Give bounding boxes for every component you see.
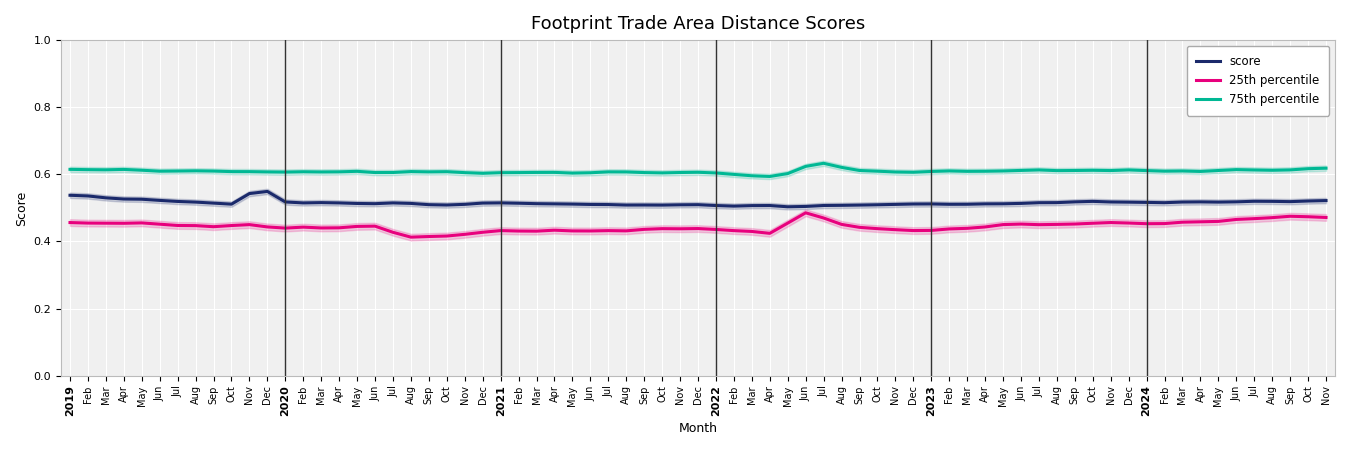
score (62, 193, 78, 198)
75th percentile (242, 169, 258, 174)
Line: 75th percentile: 75th percentile (70, 163, 1326, 176)
score (1228, 199, 1245, 205)
25th percentile (62, 220, 78, 225)
25th percentile (798, 210, 814, 216)
25th percentile (1282, 214, 1299, 219)
25th percentile (690, 226, 706, 231)
75th percentile (1228, 167, 1245, 172)
score (1282, 199, 1299, 204)
X-axis label: Month: Month (679, 422, 717, 435)
75th percentile (815, 161, 832, 166)
25th percentile (1228, 217, 1245, 222)
75th percentile (761, 174, 778, 179)
25th percentile (1318, 215, 1334, 220)
score (852, 202, 868, 208)
75th percentile (852, 168, 868, 173)
75th percentile (672, 170, 688, 175)
Line: score: score (70, 191, 1326, 207)
score (242, 191, 258, 196)
score (780, 204, 796, 210)
Title: Footprint Trade Area Distance Scores: Footprint Trade Area Distance Scores (531, 15, 865, 33)
score (690, 202, 706, 207)
75th percentile (97, 167, 113, 172)
25th percentile (402, 234, 418, 240)
75th percentile (1282, 167, 1299, 173)
25th percentile (852, 225, 868, 230)
score (97, 195, 113, 201)
75th percentile (1318, 166, 1334, 171)
25th percentile (97, 220, 113, 226)
Line: 25th percentile: 25th percentile (70, 213, 1326, 237)
Y-axis label: Score: Score (15, 190, 28, 225)
25th percentile (242, 222, 258, 227)
75th percentile (62, 166, 78, 172)
score (1318, 198, 1334, 203)
Legend: score, 25th percentile, 75th percentile: score, 25th percentile, 75th percentile (1187, 46, 1330, 116)
score (259, 189, 275, 194)
